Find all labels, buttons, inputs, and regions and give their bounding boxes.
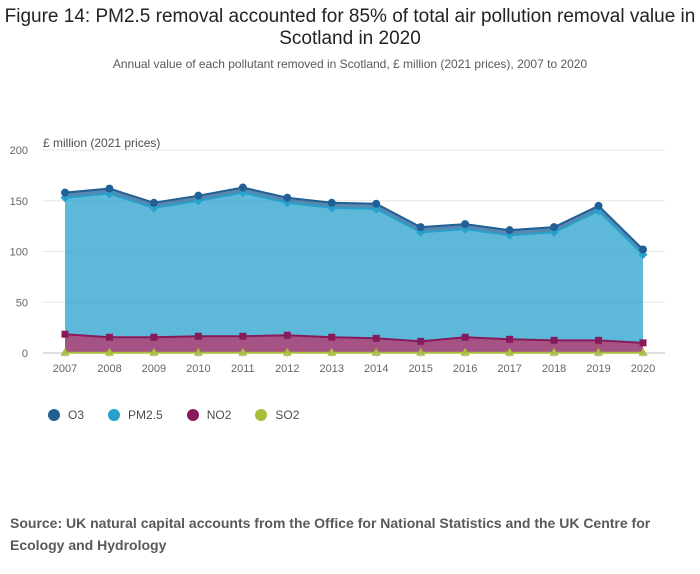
x-tick-label: 2017 bbox=[497, 363, 521, 375]
area-o3 bbox=[65, 187, 643, 255]
point-no2-2007[interactable] bbox=[61, 330, 69, 338]
x-tick-label: 2018 bbox=[542, 363, 566, 375]
point-no2-2019[interactable] bbox=[595, 336, 603, 344]
point-so2-2017[interactable] bbox=[505, 347, 515, 356]
point-o3-2015[interactable] bbox=[416, 223, 425, 232]
x-tick-label: 2016 bbox=[453, 363, 477, 375]
x-tick-label: 2007 bbox=[53, 363, 77, 375]
y-tick-label: 100 bbox=[10, 247, 28, 259]
point-so2-2014[interactable] bbox=[371, 347, 381, 356]
point-no2-2016[interactable] bbox=[461, 333, 469, 341]
point-so2-2018[interactable] bbox=[549, 347, 559, 356]
axis-layer: 0 50 100 150 200 2007 2008 2009 2010 2011 2012 2013… bbox=[10, 145, 656, 375]
point-so2-2008[interactable] bbox=[104, 347, 114, 356]
y-tick-label: 50 bbox=[16, 297, 28, 309]
point-no2-2009[interactable] bbox=[150, 333, 158, 341]
legend-item-no2[interactable]: NO2 bbox=[186, 408, 232, 422]
y-tick-label: 0 bbox=[22, 348, 28, 360]
point-no2-2012[interactable] bbox=[283, 331, 291, 339]
point-so2-2010[interactable] bbox=[193, 347, 203, 356]
y-tick-label: 200 bbox=[10, 145, 28, 157]
source-note: Source: UK natural capital accounts from… bbox=[10, 515, 651, 553]
x-tick-label: 2010 bbox=[186, 363, 210, 375]
point-o3-2014[interactable] bbox=[372, 199, 381, 208]
point-o3-2012[interactable] bbox=[283, 193, 292, 202]
legend-swatch-no2 bbox=[186, 409, 199, 421]
legend-label-so2: SO2 bbox=[275, 408, 300, 422]
legend-swatch-o3 bbox=[48, 409, 60, 421]
legend-swatch-pm25 bbox=[108, 409, 121, 421]
point-o3-2010[interactable] bbox=[194, 191, 203, 200]
legend-label-o3: O3 bbox=[68, 408, 85, 422]
marker-layer bbox=[60, 183, 648, 356]
x-tick-label: 2012 bbox=[275, 363, 299, 375]
legend-label-pm25: PM2.5 bbox=[128, 408, 163, 422]
point-no2-2015[interactable] bbox=[417, 337, 425, 345]
point-no2-2020[interactable] bbox=[639, 339, 647, 347]
x-tick-label: 2008 bbox=[97, 363, 121, 375]
point-no2-2010[interactable] bbox=[194, 332, 202, 340]
x-tick-label: 2013 bbox=[320, 363, 344, 375]
point-o3-2017[interactable] bbox=[505, 226, 514, 235]
x-tick-label: 2009 bbox=[142, 363, 166, 375]
chart-title: Figure 14: PM2.5 removal accounted for 8… bbox=[4, 6, 696, 49]
point-o3-2008[interactable] bbox=[105, 184, 114, 193]
area-pm25 bbox=[65, 192, 643, 343]
point-so2-2020[interactable] bbox=[638, 347, 648, 356]
x-tick-label: 2011 bbox=[231, 363, 255, 375]
legend-swatch-so2 bbox=[255, 409, 268, 421]
legend-item-o3[interactable]: O3 bbox=[48, 408, 84, 422]
point-so2-2011[interactable] bbox=[238, 347, 248, 356]
point-o3-2013[interactable] bbox=[327, 198, 336, 207]
point-o3-2016[interactable] bbox=[461, 220, 470, 229]
point-so2-2009[interactable] bbox=[149, 347, 159, 356]
point-so2-2016[interactable] bbox=[460, 347, 470, 356]
point-o3-2018[interactable] bbox=[550, 223, 559, 232]
point-no2-2018[interactable] bbox=[550, 336, 558, 344]
line-o3 bbox=[64, 186, 644, 251]
point-o3-2019[interactable] bbox=[594, 201, 603, 210]
y-axis-label: £ million (2021 prices) bbox=[43, 136, 160, 150]
chart-subtitle: Annual value of each pollutant removed i… bbox=[112, 57, 588, 71]
area-layer bbox=[65, 187, 643, 353]
legend-item-so2[interactable]: SO2 bbox=[255, 408, 299, 422]
point-no2-2008[interactable] bbox=[105, 333, 113, 341]
point-so2-2015[interactable] bbox=[416, 347, 426, 356]
line-pm25 bbox=[64, 191, 644, 256]
legend-item-pm25[interactable]: PM2.5 bbox=[108, 408, 163, 422]
area-chart: 0 50 100 150 200 2007 2008 2009 2010 2011 2012 2013… bbox=[10, 136, 665, 375]
y-tick-label: 150 bbox=[10, 196, 28, 208]
point-o3-2011[interactable] bbox=[238, 183, 247, 192]
point-so2-2013[interactable] bbox=[327, 347, 337, 356]
x-tick-label: 2015 bbox=[408, 363, 432, 375]
x-tick-label: 2014 bbox=[364, 363, 388, 375]
point-no2-2011[interactable] bbox=[239, 332, 247, 340]
point-so2-2012[interactable] bbox=[282, 347, 292, 356]
x-tick-label: 2019 bbox=[586, 363, 610, 375]
point-so2-2019[interactable] bbox=[594, 347, 604, 356]
point-no2-2017[interactable] bbox=[506, 335, 514, 343]
line-no2 bbox=[64, 333, 644, 344]
point-o3-2020[interactable] bbox=[639, 245, 647, 254]
point-o3-2007[interactable] bbox=[61, 188, 69, 197]
legend: O3 PM2.5 NO2 SO2 bbox=[48, 408, 299, 422]
point-no2-2013[interactable] bbox=[328, 333, 336, 341]
legend-label-no2: NO2 bbox=[206, 408, 232, 422]
point-so2-2007[interactable] bbox=[60, 347, 70, 356]
x-tick-label: 2020 bbox=[631, 363, 655, 375]
point-no2-2014[interactable] bbox=[372, 334, 380, 342]
point-o3-2009[interactable] bbox=[149, 198, 158, 207]
